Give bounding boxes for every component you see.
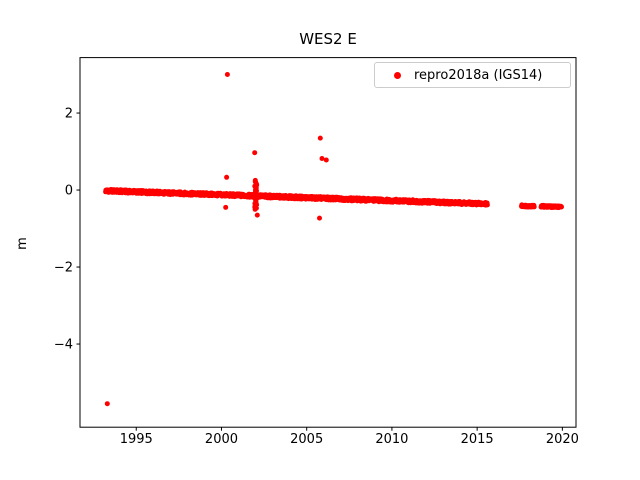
data-point [323, 157, 329, 163]
x-tick-label: 2005 [290, 432, 323, 447]
x-tick-label: 2015 [461, 432, 494, 447]
x-tick-label: 2010 [375, 432, 408, 447]
plot-spines [79, 57, 577, 428]
y-tick-label: 2 [65, 107, 73, 122]
data-point [531, 204, 537, 210]
data-point [223, 204, 229, 210]
y-axis-label: m [14, 237, 30, 250]
data-point [484, 202, 490, 208]
chart-title: WES2 E [299, 30, 357, 48]
x-tick-label: 2000 [205, 432, 238, 447]
y-axis-ticks: −4 −2 0 2 [54, 107, 80, 353]
x-axis-ticks: 1995 2000 2005 2010 2015 2020 [120, 427, 579, 447]
data-point [252, 150, 258, 156]
data-points [103, 72, 564, 407]
data-point [319, 156, 325, 161]
y-tick-label: −2 [54, 261, 73, 276]
y-tick-label: 0 [65, 184, 73, 199]
data-point [224, 72, 230, 77]
data-point [317, 215, 322, 221]
data-point [317, 135, 323, 141]
data-point [254, 212, 260, 218]
data-point [224, 174, 230, 180]
y-tick-label: −4 [54, 338, 73, 353]
legend: repro2018a (IGS14) [374, 62, 571, 88]
data-point [104, 401, 110, 407]
legend-marker-dot [394, 71, 401, 79]
x-tick-label: 2020 [546, 432, 579, 447]
x-tick-label: 1995 [120, 432, 153, 447]
data-point [559, 204, 564, 210]
legend-label: repro2018a (IGS14) [414, 67, 543, 83]
data-point [252, 177, 258, 183]
